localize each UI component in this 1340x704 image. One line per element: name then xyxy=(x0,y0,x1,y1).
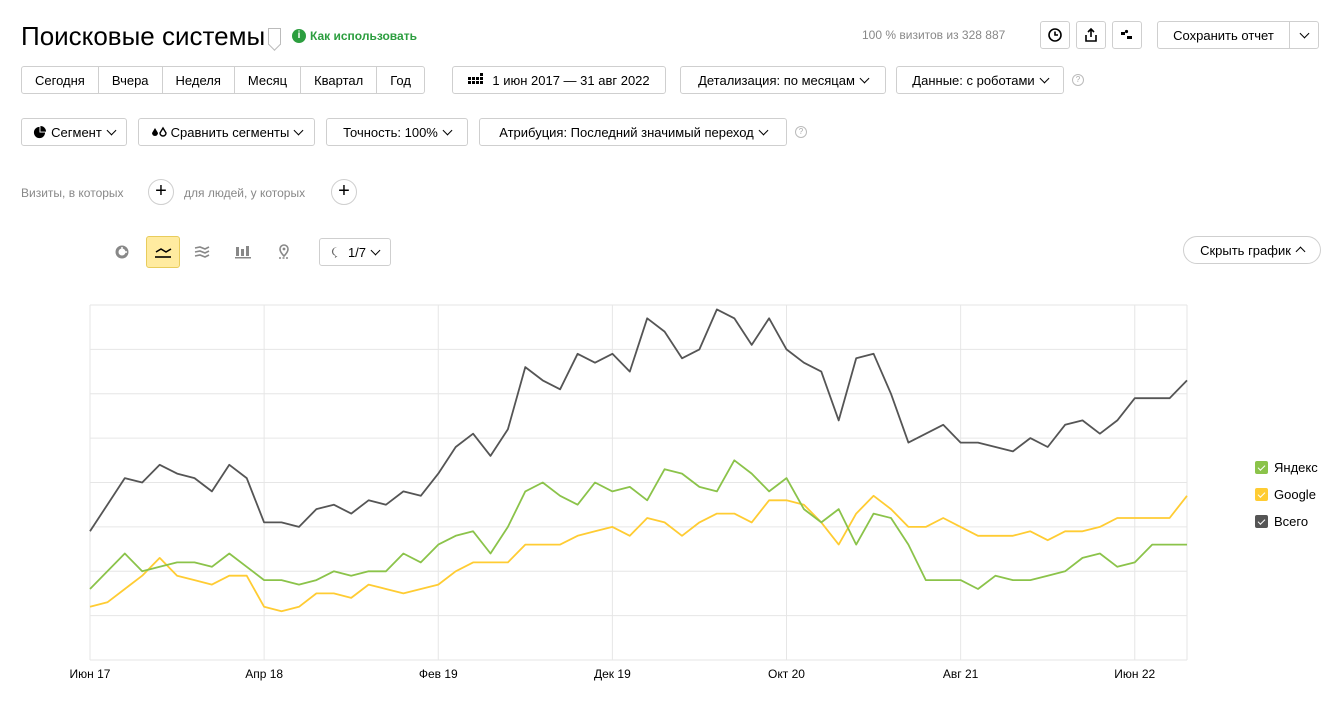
legend-label: Google xyxy=(1274,487,1316,502)
help-icon[interactable]: ? xyxy=(795,126,807,138)
data-mode-dropdown[interactable]: Данные: с роботами xyxy=(896,66,1064,94)
legend-item-google[interactable]: Google xyxy=(1255,487,1316,502)
chart-type-map[interactable] xyxy=(267,236,301,268)
checkbox-icon xyxy=(1255,515,1268,528)
accuracy-label: Точность: 100% xyxy=(343,124,438,140)
calendar-icon xyxy=(468,73,484,84)
chart-type-pie[interactable] xyxy=(105,236,139,268)
line-chart-icon xyxy=(155,248,172,258)
map-pin-icon xyxy=(279,244,289,259)
compare-icon xyxy=(151,126,167,137)
compare-segments-dropdown[interactable]: Сравнить сегменты xyxy=(138,118,315,146)
pie-icon xyxy=(34,125,47,138)
date-range-label: 1 июн 2017 — 31 авг 2022 xyxy=(492,72,650,88)
accuracy-dropdown[interactable]: Точность: 100% xyxy=(326,118,468,146)
bar-chart-icon xyxy=(235,246,251,259)
puzzle-icon xyxy=(1121,29,1132,39)
save-report-menu-button[interactable] xyxy=(1289,21,1319,49)
people-filter-label: для людей, у которых xyxy=(184,186,306,200)
bookmark-icon[interactable] xyxy=(268,28,281,45)
legend-item-yandex[interactable]: Яндекс xyxy=(1255,460,1318,475)
attribution-label: Атрибуция: Последний значимый переход xyxy=(499,124,754,140)
x-tick-label: Окт 20 xyxy=(768,667,805,681)
comment-icon xyxy=(331,246,338,258)
share-icon xyxy=(1085,27,1097,42)
series-line-yandex[interactable] xyxy=(89,459,1187,590)
chart-type-area[interactable] xyxy=(185,236,219,268)
period-month[interactable]: Месяц xyxy=(235,67,302,93)
how-to-label: Как использовать xyxy=(310,29,417,43)
segment-dropdown[interactable]: Сегмент xyxy=(21,118,127,146)
legend-label: Всего xyxy=(1274,514,1309,529)
period-week[interactable]: Неделя xyxy=(163,67,235,93)
compare-label: Сравнить сегменты xyxy=(170,124,290,140)
clock-icon xyxy=(1048,28,1062,42)
x-tick-label: Апр 18 xyxy=(245,667,284,681)
annotations-label: 1/7 xyxy=(347,244,367,260)
hide-chart-button[interactable]: Скрыть график xyxy=(1183,236,1321,264)
x-tick-label: Дек 19 xyxy=(594,667,631,681)
data-mode-label: Данные: с роботами xyxy=(912,72,1035,88)
visits-info: 100 % визитов из 328 887 xyxy=(862,28,1006,42)
x-tick-label: Июн 22 xyxy=(1114,667,1156,681)
page-title: Поисковые системы xyxy=(21,21,266,51)
period-selector: Сегодня Вчера Неделя Месяц Квартал Год xyxy=(21,66,425,94)
x-tick-label: Фев 19 xyxy=(418,667,458,681)
add-visit-condition-button[interactable]: + xyxy=(148,179,174,205)
area-chart-icon xyxy=(194,246,210,258)
visits-filter-label: Визиты, в которых xyxy=(21,186,124,200)
help-icon[interactable]: ? xyxy=(1072,74,1084,86)
period-year[interactable]: Год xyxy=(390,72,411,88)
period-quarter[interactable]: Квартал xyxy=(301,67,378,93)
hide-chart-label: Скрыть график xyxy=(1200,242,1291,258)
date-range-button[interactable]: 1 июн 2017 — 31 авг 2022 xyxy=(452,66,666,94)
annotations-dropdown[interactable]: 1/7 xyxy=(319,238,391,266)
x-tick-label: Июн 17 xyxy=(69,667,111,681)
series-line-google[interactable] xyxy=(89,494,1188,613)
chart-type-line[interactable] xyxy=(146,236,180,268)
checkbox-icon xyxy=(1255,488,1268,501)
export-button[interactable] xyxy=(1076,21,1106,49)
add-people-condition-button[interactable]: + xyxy=(331,179,357,205)
embed-button[interactable] xyxy=(1112,21,1142,49)
legend-item-total[interactable]: Всего xyxy=(1255,514,1308,529)
how-to-link[interactable]: i Как использовать xyxy=(292,29,417,43)
chart-type-bar[interactable] xyxy=(226,236,260,268)
save-report-button[interactable]: Сохранить отчет xyxy=(1157,21,1290,49)
x-tick-label: Авг 21 xyxy=(942,667,979,681)
legend-label: Яндекс xyxy=(1274,460,1318,475)
period-yesterday[interactable]: Вчера xyxy=(99,67,163,93)
info-icon: i xyxy=(292,29,306,43)
period-today[interactable]: Сегодня xyxy=(22,67,99,93)
segment-label: Сегмент xyxy=(51,124,102,140)
detail-dropdown[interactable]: Детализация: по месяцам xyxy=(680,66,886,94)
checkbox-icon xyxy=(1255,461,1268,474)
history-button[interactable] xyxy=(1040,21,1070,49)
detail-label: Детализация: по месяцам xyxy=(698,72,855,88)
pie-chart-icon xyxy=(115,245,129,259)
attribution-dropdown[interactable]: Атрибуция: Последний значимый переход xyxy=(479,118,787,146)
series-line-total[interactable] xyxy=(89,308,1188,532)
